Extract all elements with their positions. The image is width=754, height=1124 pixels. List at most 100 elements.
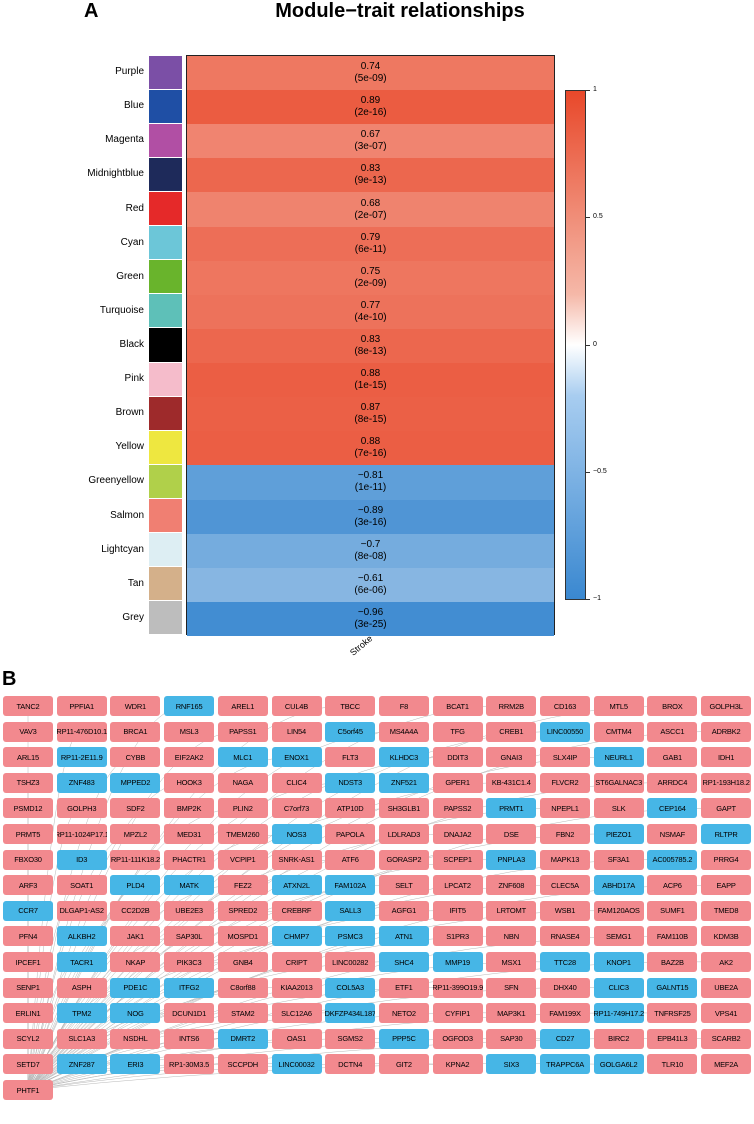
gene-node: SF3A1 — [593, 849, 644, 870]
module-label: Purple — [115, 66, 144, 78]
gene-node: PRMT5 — [3, 824, 53, 844]
heatmap-cell: 0.67 (3e-07) — [187, 124, 554, 159]
cell-correlation: −0.7 — [360, 538, 381, 550]
gene-node: SHC4 — [378, 952, 429, 972]
module-label: Grey — [122, 611, 144, 623]
gene-node: GIT2 — [378, 1054, 429, 1075]
gene-node: ID3 — [56, 849, 107, 870]
gene-node: VPS41 — [701, 1003, 752, 1024]
module-swatch — [149, 294, 182, 328]
gene-node: CYFIP1 — [432, 1003, 483, 1024]
panel-b-letter: B — [2, 668, 17, 690]
gene-node: KIAA2013 — [271, 977, 322, 998]
gene-node: NEURL1 — [593, 747, 644, 768]
gene-node: FBXO30 — [3, 849, 53, 870]
module-swatch — [149, 226, 182, 260]
gene-node: MSX1 — [486, 952, 537, 972]
gene-node: NPEPL1 — [540, 798, 590, 819]
module-swatch — [149, 157, 182, 191]
gene-node: SUMF1 — [647, 900, 698, 921]
cell-correlation: 0.75 — [360, 265, 381, 277]
gene-node: PPP5C — [378, 1028, 429, 1049]
gene-node: SDF2 — [110, 798, 161, 819]
cell-correlation: 0.83 — [360, 333, 381, 345]
heatmap-cell: 0.87 (8e-15) — [187, 397, 554, 432]
module-swatch — [149, 191, 182, 226]
gene-node: BAZ2B — [647, 952, 698, 972]
gene-node: SNRK-AS1 — [271, 849, 322, 870]
gene-node: ATXN2L — [271, 875, 322, 896]
cell-pvalue: (7e-16) — [354, 448, 387, 460]
heatmap-grid: 0.74 (5e-09) 0.89 (2e-16) 0.67 (3e-07) 0.83 (9e… — [186, 55, 555, 636]
gene-node: AK2 — [701, 952, 752, 972]
gene-node: KB-431C1.4 — [486, 772, 537, 793]
gene-node: DSE — [486, 824, 537, 844]
gene-node: MPZL2 — [110, 824, 161, 844]
gene-node: C8orf88 — [217, 977, 268, 998]
gene-node: BCAT1 — [432, 696, 483, 716]
gene-node: SEMG1 — [593, 926, 644, 947]
gene-node: TBCC — [325, 696, 376, 716]
legend-tick-label: 0.5 — [593, 213, 603, 221]
gene-node: LRTOMT — [486, 900, 537, 921]
cell-correlation: 0.74 — [360, 61, 381, 73]
gene-node: CUL4B — [271, 696, 322, 716]
cell-pvalue: (5e-09) — [354, 73, 387, 85]
gene-node: DDIT3 — [432, 747, 483, 768]
gene-node: SIX3 — [486, 1054, 537, 1075]
module-label: Turquoise — [99, 304, 144, 316]
gene-node: UBE2E3 — [164, 900, 215, 921]
gene-node: RP11-1024P17.1 — [56, 824, 107, 844]
gene-node: DHX40 — [540, 977, 590, 998]
gene-node: C7orf73 — [271, 798, 322, 819]
cell-pvalue: (3e-16) — [354, 516, 387, 528]
legend-tick-label: −1 — [593, 595, 601, 602]
module-swatch — [149, 601, 182, 635]
gene-node: ASPH — [56, 977, 107, 998]
module-swatch — [149, 430, 182, 464]
gene-node: NKAP — [110, 952, 161, 972]
gene-node: PAPOLA — [325, 824, 376, 844]
gene-node: WDR1 — [110, 696, 161, 716]
gene-node: MMP19 — [432, 952, 483, 972]
gene-node: CLIC3 — [593, 977, 644, 998]
gene-node: RP1-30M3.5 — [164, 1054, 215, 1075]
module-swatch — [149, 464, 182, 499]
gene-node: GALNT15 — [647, 977, 698, 998]
gene-node: SELT — [378, 875, 429, 896]
gene-node: ITFG2 — [164, 977, 215, 998]
gene-node: GOLGA6L2 — [593, 1054, 644, 1075]
gene-node: SFN — [486, 977, 537, 998]
gene-node: CEP164 — [647, 798, 698, 819]
cell-pvalue: (8e-13) — [354, 345, 387, 357]
legend-tick-label: 1 — [593, 86, 597, 93]
gene-node: GAPT — [701, 798, 752, 819]
cell-pvalue: (3e-07) — [354, 141, 387, 153]
gene-node: FAM102A — [325, 875, 376, 896]
gene-node: CHMP7 — [271, 926, 322, 947]
gene-node: CD163 — [540, 696, 590, 716]
gene-node: CREBRF — [271, 900, 322, 921]
cell-correlation: 0.67 — [360, 129, 381, 141]
color-scale-bar — [565, 90, 586, 600]
gene-node: GNAI3 — [486, 747, 537, 768]
gene-node: ARRDC4 — [647, 772, 698, 793]
gene-node: ATN1 — [378, 926, 429, 947]
gene-node: RNF165 — [164, 696, 215, 716]
gene-node: MLC1 — [217, 747, 268, 768]
legend-tick-mark — [586, 217, 590, 219]
gene-node: SOAT1 — [56, 875, 107, 896]
gene-node: LDLRAD3 — [378, 824, 429, 844]
cell-correlation: −0.61 — [357, 572, 384, 584]
gene-node: PHACTR1 — [164, 849, 215, 870]
module-swatch — [149, 567, 182, 601]
gene-node: IPCEF1 — [3, 952, 53, 972]
gene-node: ADRBK2 — [701, 721, 752, 742]
gene-node: UBE2A — [701, 977, 752, 998]
gene-node: KNOP1 — [593, 952, 644, 972]
gene-node: IDH1 — [701, 747, 752, 768]
gene-node: SENP1 — [3, 977, 53, 998]
gene-node: CD27 — [540, 1028, 590, 1049]
gene-node: SCPEP1 — [432, 849, 483, 870]
gene-node: ARF3 — [3, 875, 53, 896]
